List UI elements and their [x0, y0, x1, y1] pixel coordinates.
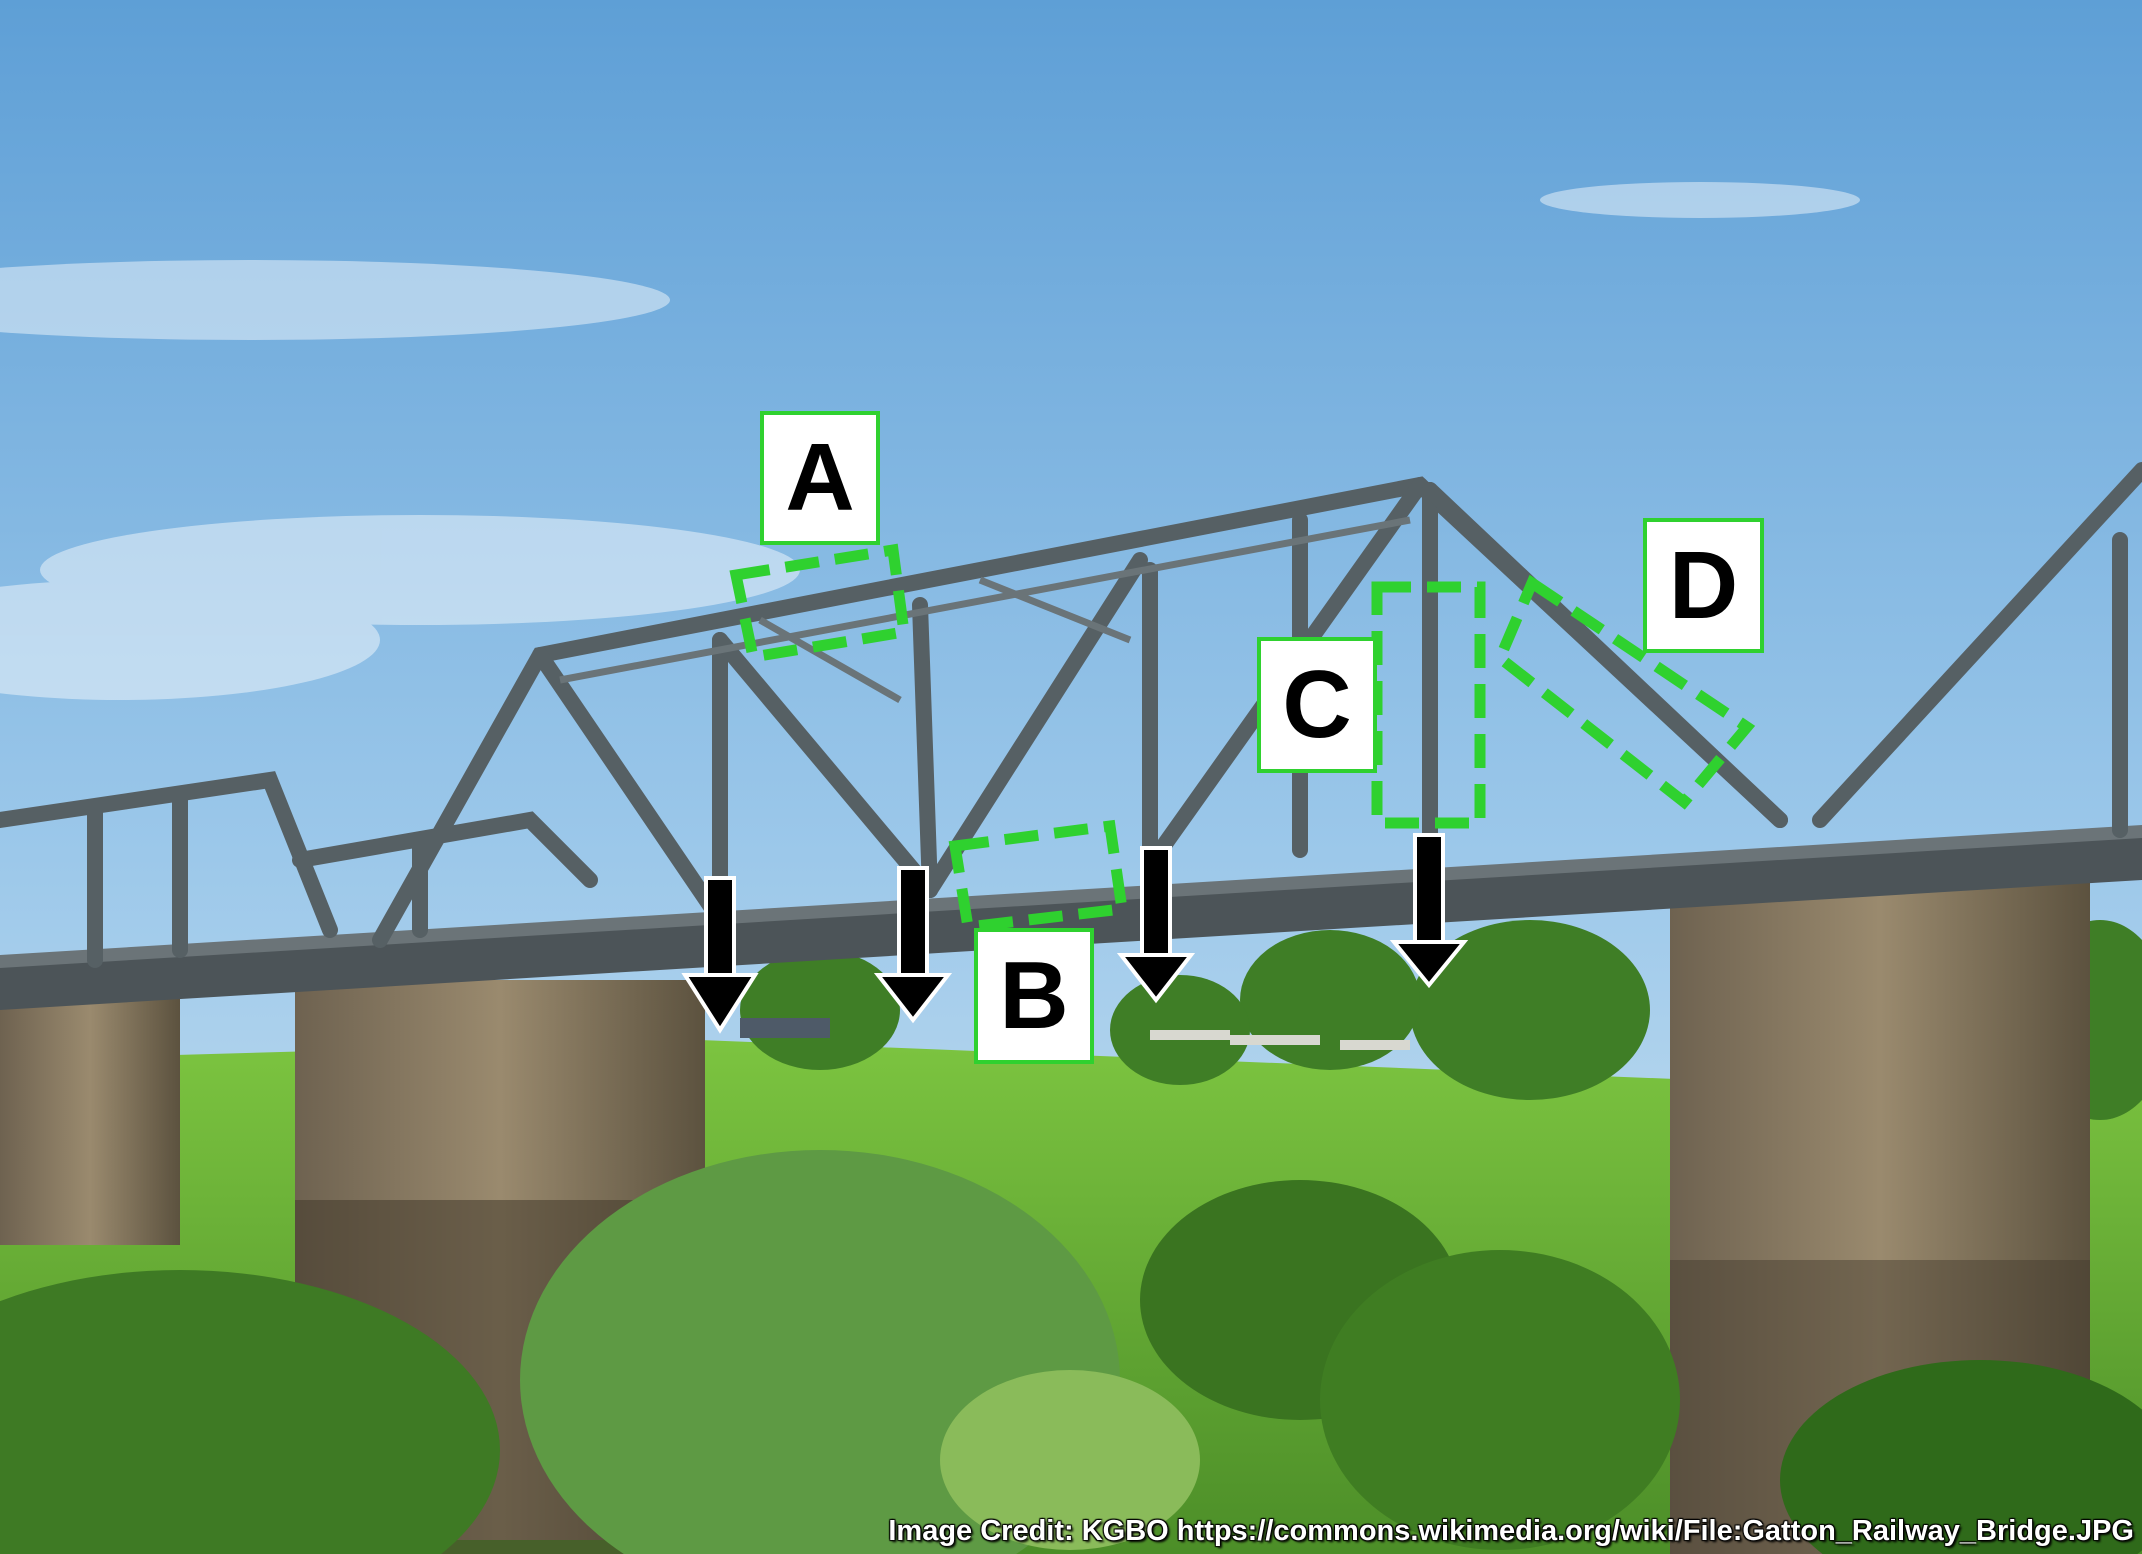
region-c [1371, 581, 1486, 829]
foreground-foliage [0, 1150, 2142, 1554]
label-d: D [1643, 518, 1764, 653]
label-c: C [1257, 637, 1377, 773]
down-arrow [681, 876, 759, 1034]
image-credit: Image Credit: KGBO https://commons.wikim… [888, 1515, 2134, 1547]
region-b [948, 819, 1129, 934]
label-a: A [760, 411, 880, 545]
highlight-regions [729, 543, 1756, 934]
region-d [1493, 574, 1756, 810]
down-arrow [1389, 833, 1469, 989]
label-b: B [974, 928, 1094, 1064]
arrows [681, 833, 1469, 1034]
lateral-bracing [559, 516, 1411, 704]
down-arrow [873, 866, 953, 1024]
down-arrow [1116, 846, 1196, 1004]
shelters [740, 1018, 1410, 1050]
region-a [729, 543, 911, 664]
bridge-deck [0, 825, 2142, 1010]
clouds [0, 182, 1860, 700]
